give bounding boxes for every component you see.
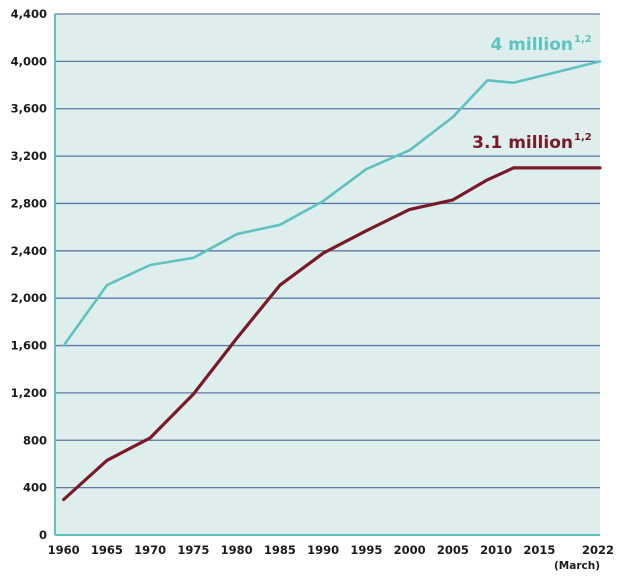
y-tick-label: 1,600 [11, 339, 47, 353]
x-tick-label: 2022 [582, 543, 614, 557]
x-axis-unit-label: (March) [554, 560, 600, 572]
y-tick-label: 3,600 [11, 102, 47, 116]
series-label-second-main: 3.1 million [472, 133, 573, 153]
x-tick-label: 2010 [480, 543, 512, 557]
y-axis-ticks: 0 400 800 1,200 1,600 2,000 2,400 2,800 3,200 3,6… [11, 7, 47, 542]
y-tick-label: 2,000 [11, 291, 47, 305]
y-tick-label: 400 [23, 481, 47, 495]
series-label-total-main: 4 million [490, 35, 573, 55]
y-tick-label: 0 [39, 528, 47, 542]
y-tick-label: 4,000 [11, 54, 47, 68]
y-tick-label: 2,800 [11, 196, 47, 210]
series-label-total: 4 million [490, 35, 573, 55]
x-tick-label: 2015 [523, 543, 555, 557]
series-line-total [62, 60, 602, 347]
series-label-total-sup: 1,2 [574, 34, 592, 45]
x-tick-label: 1960 [48, 543, 80, 557]
x-tick-label: 1995 [350, 543, 382, 557]
x-tick-label: 2005 [437, 543, 469, 557]
y-tick-label: 2,400 [11, 244, 47, 258]
series-label-second: 3.1 million [472, 133, 573, 153]
x-tick-label: 1990 [307, 543, 339, 557]
x-tick-label: 1970 [134, 543, 166, 557]
y-tick-label: 4,400 [11, 7, 47, 21]
series-label-second-sup: 1,2 [574, 132, 592, 143]
x-tick-label: 2000 [394, 543, 426, 557]
y-tick-label: 800 [23, 433, 47, 447]
plot-area [55, 14, 600, 535]
series-line-second [62, 166, 602, 502]
axes [54, 14, 600, 536]
x-tick-label: 1975 [177, 543, 209, 557]
series-lines [62, 60, 602, 502]
y-tick-label: 3,200 [11, 149, 47, 163]
x-tick-label: 1965 [91, 543, 123, 557]
x-axis-ticks: 1960 1965 1970 1975 1980 1985 1990 1995 2000 2005… [48, 543, 614, 557]
x-tick-label: 1985 [264, 543, 296, 557]
y-tick-label: 1,200 [11, 386, 47, 400]
x-tick-label: 1980 [221, 543, 253, 557]
